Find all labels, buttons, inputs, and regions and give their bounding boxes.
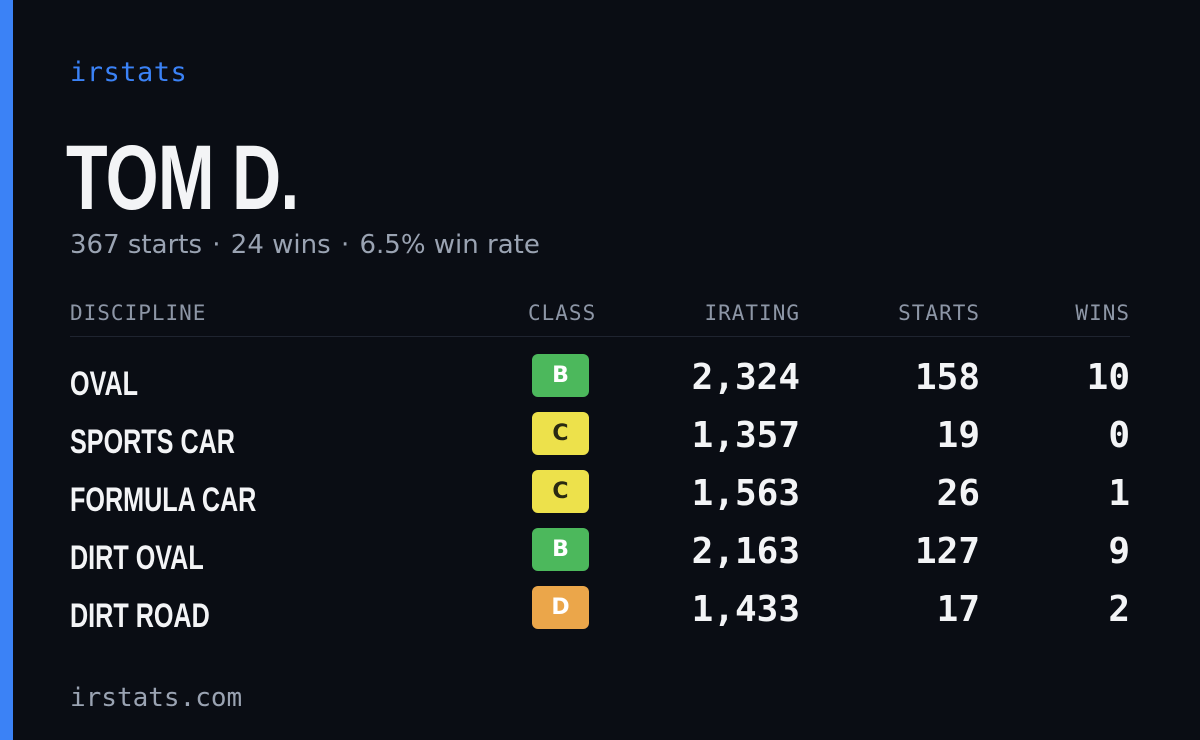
irating-value: 1,433 (691, 589, 800, 630)
license-class-badge: C (532, 412, 589, 455)
irating-value: 1,357 (691, 415, 800, 456)
accent-bar (0, 0, 13, 740)
irating-value: 2,163 (691, 531, 800, 572)
license-class-badge: B (532, 528, 589, 571)
player-summary: 367 starts · 24 wins · 6.5% win rate (70, 228, 540, 262)
discipline-name: DIRT OVAL (70, 539, 204, 577)
table-row: SPORTS CAR C 1,357 19 0 (70, 412, 1130, 470)
license-class-badge: B (532, 354, 589, 397)
starts-value: 158 (914, 357, 980, 398)
discipline-name: DIRT ROAD (70, 597, 210, 635)
table-row: DIRT ROAD D 1,433 17 2 (70, 586, 1130, 644)
starts-value: 19 (936, 415, 980, 456)
summary-separator: · (340, 230, 350, 260)
table-row: OVAL B 2,324 158 10 (70, 354, 1130, 412)
table-row: DIRT OVAL B 2,163 127 9 (70, 528, 1130, 586)
irating-value: 2,324 (691, 357, 800, 398)
summary-separator: · (212, 230, 221, 260)
header-class: CLASS (528, 301, 597, 325)
discipline-name: OVAL (70, 365, 139, 403)
wins-value: 1 (1108, 473, 1130, 514)
wins-value: 2 (1108, 589, 1130, 630)
summary-starts: 367 starts (70, 230, 202, 260)
header-starts: STARTS (898, 301, 980, 325)
summary-wins: 24 wins (230, 230, 331, 260)
discipline-stats-table: DISCIPLINE CLASS IRATING STARTS WINS OVA… (70, 296, 1130, 644)
license-class-badge: C (532, 470, 589, 513)
irating-value: 1,563 (691, 473, 800, 514)
discipline-name: SPORTS CAR (70, 423, 235, 461)
table-body: OVAL B 2,324 158 10 SPORTS CAR C 1,357 1… (70, 354, 1130, 644)
wins-value: 0 (1108, 415, 1130, 456)
starts-value: 26 (936, 473, 980, 514)
starts-value: 17 (936, 589, 980, 630)
header-irating: IRATING (704, 301, 800, 325)
header-wins: WINS (1075, 301, 1130, 325)
wins-value: 10 (1086, 357, 1130, 398)
player-name: TOM D. (66, 127, 299, 229)
brand-logo: irstats (70, 57, 188, 88)
table-row: FORMULA CAR C 1,563 26 1 (70, 470, 1130, 528)
discipline-name: FORMULA CAR (70, 481, 257, 519)
starts-value: 127 (914, 531, 980, 572)
summary-win-rate: 6.5% win rate (359, 230, 540, 260)
table-header: DISCIPLINE CLASS IRATING STARTS WINS (70, 296, 1130, 337)
wins-value: 9 (1108, 531, 1130, 572)
license-class-badge: D (532, 586, 589, 629)
header-discipline: DISCIPLINE (70, 301, 207, 325)
footer-url: irstats.com (70, 683, 243, 713)
